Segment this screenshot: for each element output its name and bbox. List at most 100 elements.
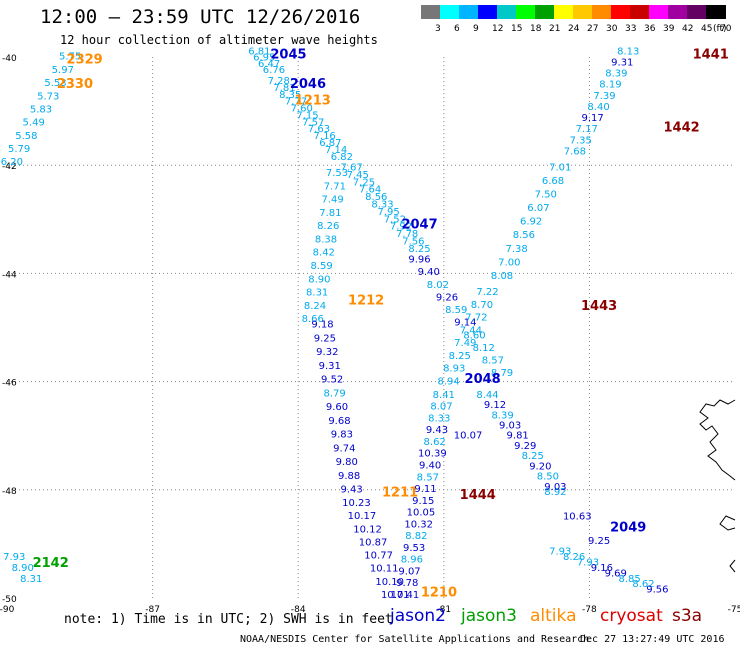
wave-height-value: 9.81: [507, 431, 529, 442]
wave-height-value: 8.42: [313, 248, 335, 259]
footer-credit: NOAA/NESDIS Center for Satellite Applica…: [240, 634, 590, 645]
wave-height-value: 9.40: [418, 267, 440, 278]
lat-tick-label: -40: [2, 54, 17, 64]
wave-height-value: 7.01: [549, 163, 571, 174]
wave-height-value: 7.81: [319, 208, 341, 219]
wave-height-value: 8.90: [12, 563, 34, 574]
legend-swatch: [459, 5, 479, 19]
legend-label: 45: [701, 24, 713, 34]
wave-height-value: 9.43: [426, 425, 448, 436]
legend-swatch: [611, 5, 631, 19]
wave-height-value: 7.28: [268, 76, 290, 87]
wave-height-value: 10.11: [370, 564, 399, 575]
wave-height-value: 9.12: [484, 400, 506, 411]
wave-height-value: 7.22: [476, 287, 498, 298]
wave-height-value: 10.71: [381, 590, 410, 601]
legend-label: 36: [644, 24, 656, 34]
legend-swatch: [668, 5, 688, 19]
wave-height-value: 7.63: [308, 124, 330, 135]
wave-height-value: 6.76: [263, 65, 285, 76]
wave-height-value: 9.52: [321, 375, 343, 386]
wave-height-value: 9.25: [314, 333, 336, 344]
wave-height-value: 7.72: [465, 313, 487, 324]
wave-height-value: 8.70: [471, 300, 493, 311]
legend-swatch: [649, 5, 669, 19]
wave-height-value: 8.92: [544, 487, 566, 498]
legend-label: 15: [511, 24, 523, 34]
wave-height-value: 8.93: [443, 364, 465, 375]
wave-height-value: 10.12: [353, 524, 382, 535]
wave-height-value: 8.31: [306, 288, 328, 299]
wave-height-value: 5.58: [15, 131, 37, 142]
track-label: 2048: [465, 372, 501, 387]
wave-height-value: 8.39: [605, 69, 627, 80]
wave-height-value: 9.60: [326, 402, 348, 413]
wave-height-value: 7.44: [460, 325, 482, 336]
coastline: [699, 399, 736, 573]
wave-height-value: 7.93: [549, 547, 571, 558]
page-subtitle: 12 hour collection of altimeter wave hei…: [60, 33, 378, 47]
wave-height-value: 8.35: [279, 90, 301, 101]
wave-height-value: 9.32: [316, 347, 338, 358]
wave-height-value: 9.26: [436, 292, 458, 303]
satellite-name: jason2: [390, 606, 446, 626]
wave-height-value: 9.68: [328, 416, 350, 427]
legend-swatch: [630, 5, 650, 19]
track-label: 2046: [290, 77, 326, 92]
wave-height-value: 5.53: [44, 78, 66, 89]
legend-label: 30: [606, 24, 618, 34]
wave-height-value: 8.96: [401, 555, 423, 566]
lon-tick-label: -78: [582, 605, 597, 615]
wave-height-value: 9.83: [331, 430, 353, 441]
wave-height-value: 7.14: [325, 145, 347, 156]
wave-height-value: 6.47: [258, 59, 280, 70]
wave-height-value: 7.71: [324, 181, 346, 192]
lon-tick-label: -90: [0, 605, 15, 615]
wave-height-value: 8.12: [473, 343, 495, 354]
wave-height-value: 9.14: [454, 318, 476, 329]
lat-tick-label: -46: [2, 379, 17, 389]
wave-height-value: 7.52: [384, 214, 406, 225]
wave-height-value: 9.74: [333, 443, 355, 454]
wave-height-value: 6.68: [542, 176, 564, 187]
legend-swatch: [478, 5, 498, 19]
wave-height-value: 9.16: [591, 563, 613, 574]
wave-height-value: 6.20: [1, 157, 23, 168]
wave-height-value: 8.25: [522, 451, 544, 462]
wave-height-value: 8.62: [424, 437, 446, 448]
wave-height-value: 8.24: [304, 301, 326, 312]
wave-height-value: 8.13: [617, 46, 639, 57]
wave-height-value: 8.59: [445, 305, 467, 316]
wave-height-value: 8.02: [427, 280, 449, 291]
legend-swatch: [592, 5, 612, 19]
wave-height-value: 9.56: [646, 585, 668, 596]
wave-height-value: 7.95: [378, 207, 400, 218]
legend-swatch: [535, 5, 555, 19]
wave-height-value: 6.81: [248, 46, 270, 57]
wave-height-value: 9.40: [419, 460, 441, 471]
legend-label: 12: [492, 24, 504, 34]
track-label: 1211: [382, 486, 418, 501]
wave-height-value: 8.90: [308, 274, 330, 285]
lon-tick-label: -75: [728, 605, 740, 615]
wave-height-value: 7.49: [454, 338, 476, 349]
wave-height-value: 7.92: [390, 222, 412, 233]
wave-height-value: 9.88: [338, 471, 360, 482]
wave-height-value: 8.40: [587, 102, 609, 113]
wave-height-value: 8.39: [491, 410, 513, 421]
legend-swatch: [421, 5, 441, 19]
legend-unit: (ft): [713, 24, 727, 34]
wave-height-value: 9.07: [398, 566, 420, 577]
wave-height-value: 6.82: [331, 152, 353, 163]
wave-height-value: 5.83: [30, 104, 52, 115]
wave-height-value: 7.67: [340, 163, 362, 174]
footer-timestamp: Dec 27 13:27:49 UTC 2016: [580, 634, 725, 645]
wave-height-value: 7.16: [314, 131, 336, 142]
satellite-name: jason3: [461, 606, 517, 626]
track-label: 2142: [33, 556, 69, 571]
lon-tick-label: -81: [436, 605, 451, 615]
wave-height-value: 9.11: [414, 484, 436, 495]
wave-height-value: 8.59: [310, 261, 332, 272]
wave-height-value: 9.31: [319, 361, 341, 372]
wave-height-value: 7.78: [396, 229, 418, 240]
